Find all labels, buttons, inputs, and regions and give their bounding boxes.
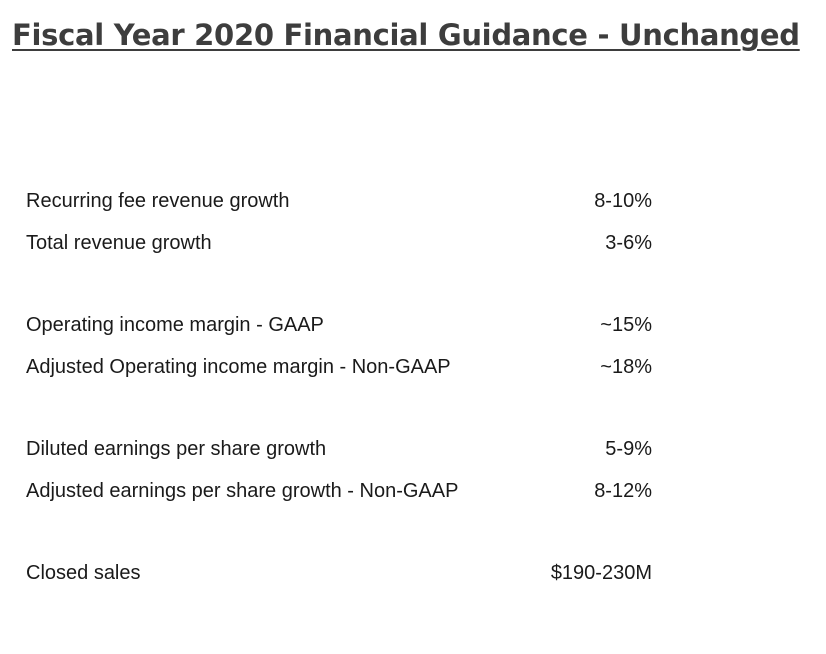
guidance-label: Adjusted Operating income margin - Non-G… [26,355,451,378]
guidance-label: Total revenue growth [26,231,212,254]
guidance-label: Diluted earnings per share growth [26,437,327,460]
guidance-value: ~18% [600,355,652,378]
guidance-label: Adjusted earnings per share growth - Non… [26,479,459,502]
guidance-value: 8-12% [594,479,652,502]
guidance-value: 8-10% [594,189,652,212]
guidance-row: Adjusted Operating income margin - Non-G… [26,353,652,381]
guidance-row: Diluted earnings per share growth 5-9% [26,435,652,463]
guidance-value: 5-9% [605,437,652,460]
guidance-row: Total revenue growth 3-6% [26,229,652,257]
guidance-label: Closed sales [26,561,141,584]
guidance-value: $190-230M [550,561,652,584]
guidance-row: Adjusted earnings per share growth - Non… [26,477,652,505]
guidance-row: Operating income margin - GAAP ~15% [26,311,652,339]
guidance-row: Recurring fee revenue growth 8-10% [26,187,652,215]
guidance-label: Recurring fee revenue growth [26,189,290,212]
page-title: Fiscal Year 2020 Financial Guidance - Un… [12,18,800,52]
guidance-label: Operating income margin - GAAP [26,313,324,336]
guidance-row: Closed sales $190-230M [26,559,652,587]
guidance-value: ~15% [600,313,652,336]
guidance-value: 3-6% [605,231,652,254]
